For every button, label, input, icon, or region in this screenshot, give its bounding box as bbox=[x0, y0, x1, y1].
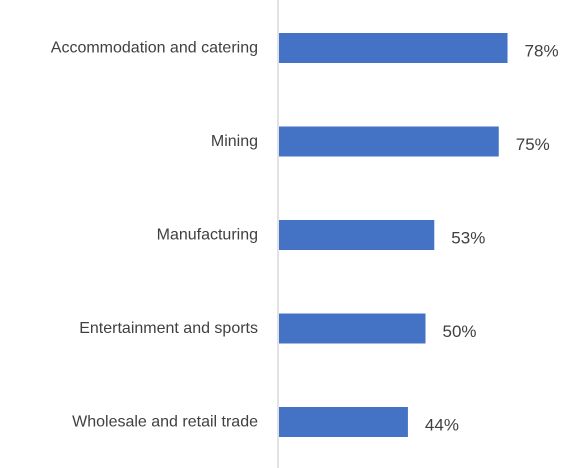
bar-2 bbox=[279, 220, 435, 250]
category-label-2: Manufacturing bbox=[157, 227, 258, 244]
bar-1 bbox=[279, 126, 499, 157]
value-label-2: 53% bbox=[451, 229, 485, 248]
bars-group bbox=[279, 33, 508, 437]
category-label-1: Mining bbox=[211, 133, 258, 150]
value-label-1: 75% bbox=[516, 135, 550, 154]
bar-3 bbox=[279, 313, 426, 344]
value-label-3: 50% bbox=[443, 322, 477, 341]
category-labels-group: Accommodation and catering Mining Manufact… bbox=[51, 40, 258, 431]
category-label-3: Entertainment and sports bbox=[79, 320, 258, 337]
bar-0 bbox=[279, 33, 508, 63]
category-label-4: Wholesale and retail trade bbox=[72, 414, 258, 431]
category-label-0: Accommodation and catering bbox=[51, 40, 258, 57]
value-label-4: 44% bbox=[425, 416, 459, 435]
value-labels-group: 78% 75% 53% 50% 44% bbox=[425, 42, 559, 435]
value-label-0: 78% bbox=[525, 42, 559, 61]
bar-4 bbox=[279, 407, 408, 437]
